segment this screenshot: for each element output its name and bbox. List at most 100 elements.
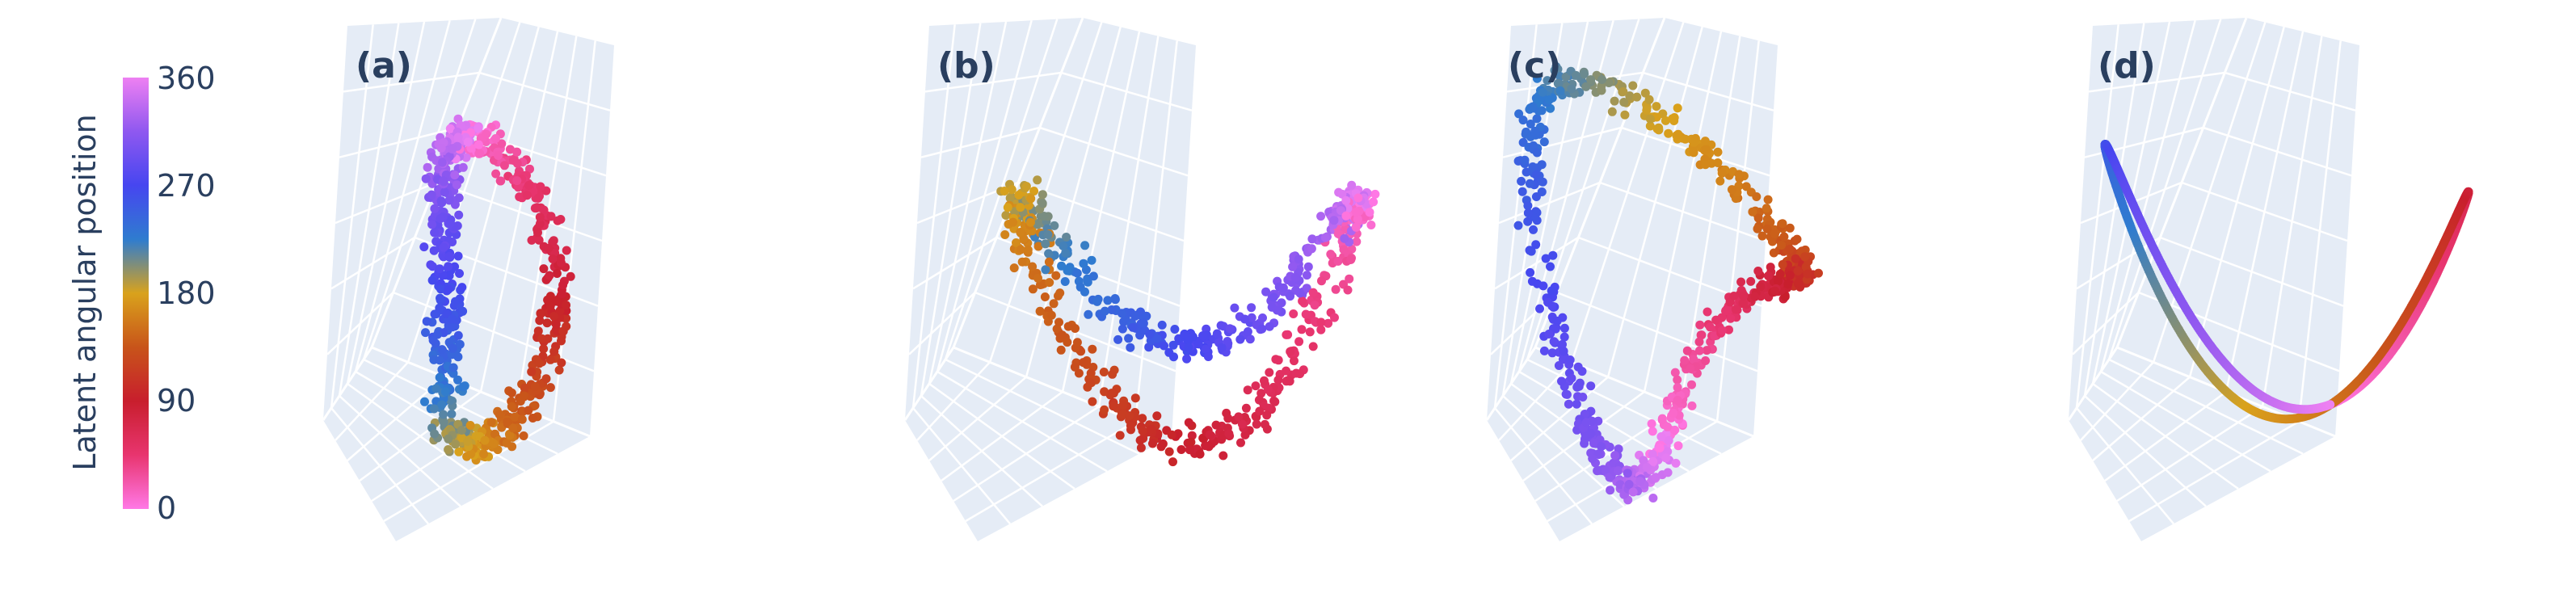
data-point: [1673, 395, 1682, 405]
data-point: [1265, 322, 1274, 331]
data-point: [1118, 400, 1128, 410]
data-point: [1092, 296, 1102, 306]
data-point: [1286, 347, 1295, 356]
data-point: [1736, 277, 1746, 287]
colorbar-tick-90: 90: [157, 383, 196, 418]
data-point: [1063, 338, 1072, 347]
data-point: [455, 269, 464, 278]
data-point: [1164, 347, 1174, 357]
data-point: [1739, 298, 1749, 308]
data-point: [1258, 313, 1267, 322]
data-point: [1654, 123, 1664, 132]
data-point: [1298, 296, 1307, 306]
data-point: [2326, 400, 2335, 410]
data-point: [1670, 425, 1680, 435]
data-point: [1557, 376, 1566, 386]
data-point: [1099, 368, 1109, 376]
data-point: [1049, 299, 1059, 309]
data-point: [426, 260, 436, 270]
data-point: [1541, 254, 1551, 263]
data-point: [1225, 324, 1235, 334]
data-point: [1148, 439, 1157, 448]
data-point: [520, 391, 528, 401]
data-point: [557, 358, 566, 368]
data-point: [1701, 160, 1711, 170]
axis-edge: [371, 346, 591, 438]
data-point: [486, 418, 496, 427]
data-point: [1341, 211, 1351, 221]
data-point: [539, 344, 549, 354]
data-point: [1012, 238, 1021, 247]
data-point: [553, 216, 562, 225]
axis-edge: [903, 347, 955, 421]
data-point: [1260, 376, 1269, 385]
data-point: [1247, 303, 1256, 313]
data-point: [1130, 393, 1140, 403]
data-point: [1262, 410, 1272, 420]
data-point: [1538, 87, 1547, 97]
data-point: [1551, 324, 1560, 334]
data-point: [1130, 311, 1140, 321]
data-point: [548, 254, 558, 263]
data-point: [1025, 217, 1035, 227]
data-point: [435, 264, 444, 274]
data-point: [1645, 114, 1655, 124]
data-point: [508, 156, 518, 165]
data-point: [1273, 305, 1282, 315]
data-point: [490, 134, 500, 143]
data-point: [1337, 189, 1347, 199]
data-point: [455, 339, 465, 349]
data-point: [1187, 431, 1197, 440]
data-point: [1746, 276, 1756, 286]
data-point: [1110, 295, 1120, 305]
data-point: [1168, 457, 1177, 467]
data-point: [1663, 422, 1672, 431]
data-point: [536, 182, 545, 191]
data-point: [1331, 284, 1341, 294]
data-point: [1550, 65, 1559, 75]
data-point: [1038, 199, 1047, 208]
data-point: [533, 193, 543, 203]
data-point: [1791, 254, 1800, 263]
data-point: [1339, 245, 1349, 254]
data-point: [1170, 325, 1180, 334]
data-point: [1757, 231, 1767, 241]
data-point: [513, 183, 523, 192]
data-point: [502, 438, 511, 448]
data-point: [1184, 343, 1193, 352]
data-point: [1717, 313, 1727, 322]
data-point: [1689, 355, 1698, 364]
data-point: [1574, 381, 1584, 391]
data-point: [1347, 180, 1357, 190]
colorbar: 0 90 180 270 360 Latent angular position: [67, 61, 216, 526]
data-point: [1302, 271, 1311, 280]
data-point: [1038, 190, 1047, 200]
data-point: [448, 314, 457, 324]
data-point: [535, 316, 545, 326]
data-point: [512, 176, 522, 186]
data-point: [436, 293, 444, 303]
data-point: [1183, 336, 1193, 346]
data-point: [1316, 212, 1326, 221]
data-point: [1240, 314, 1249, 324]
data-point: [1147, 424, 1156, 434]
data-point: [1514, 109, 1524, 119]
data-point: [1694, 346, 1704, 355]
data-point: [1794, 278, 1804, 288]
data-point: [1288, 262, 1298, 271]
data-point: [435, 355, 444, 365]
data-point: [497, 139, 507, 149]
data-point: [1610, 451, 1620, 460]
data-point: [474, 124, 483, 133]
data-point: [1235, 334, 1245, 344]
grid-line: [908, 292, 976, 355]
data-point: [1593, 449, 1603, 459]
data-point: [1640, 88, 1650, 98]
data-point: [1695, 320, 1705, 330]
data-point: [1195, 449, 1205, 459]
data-point: [430, 228, 440, 238]
data-point: [495, 410, 504, 419]
floor: [1487, 347, 1753, 541]
data-point: [444, 252, 454, 261]
data-point: [1778, 219, 1787, 229]
